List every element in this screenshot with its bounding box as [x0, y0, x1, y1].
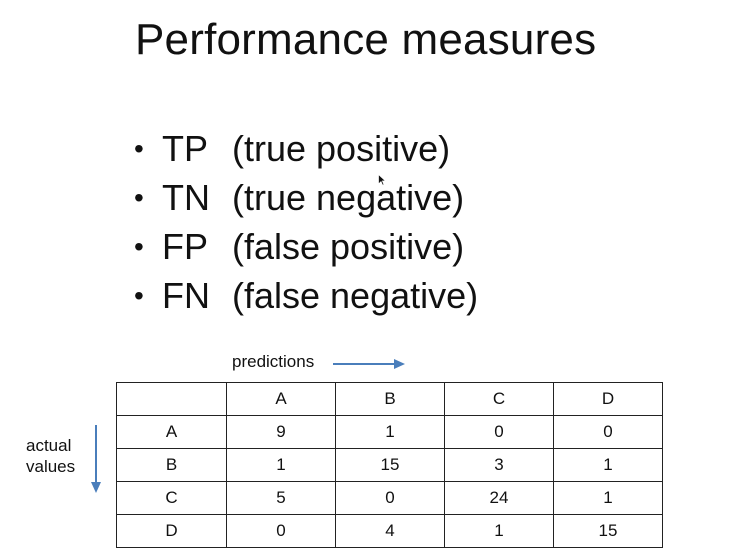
table-cell: 0: [226, 514, 336, 548]
table-cell: 24: [444, 481, 554, 515]
column-header: D: [553, 382, 663, 416]
arrow-down-icon: [91, 425, 101, 493]
bullet-icon: •: [134, 231, 144, 262]
measure-term: FN: [162, 275, 210, 316]
column-header: A: [226, 382, 336, 416]
bullet-icon: •: [134, 133, 144, 164]
predictions-label: predictions: [232, 352, 315, 371]
corner-cell: [116, 382, 227, 416]
measure-description: (true positive): [232, 128, 451, 169]
table-cell: 0: [553, 415, 663, 449]
table-cell: 4: [335, 514, 445, 548]
measure-description: (true negative): [232, 177, 465, 218]
column-header: C: [444, 382, 554, 416]
table-cell: 1: [444, 514, 554, 548]
measure-term: TP: [162, 128, 209, 169]
measure-term: FP: [162, 226, 209, 267]
measure-description: (false positive): [232, 226, 465, 267]
measure-description: (false negative): [232, 275, 479, 316]
table-cell: 1: [553, 481, 663, 515]
table-cell: 15: [553, 514, 663, 548]
list-item: • TN (true negative): [134, 173, 478, 222]
actual-label-line: values: [26, 457, 76, 476]
actual-values-label: actual values: [26, 435, 75, 477]
arrow-right-icon: [333, 359, 405, 369]
list-item: • TP (true positive): [134, 124, 478, 173]
measures-list: • TP (true positive) • TN (true negative…: [134, 124, 478, 320]
table-cell: 9: [226, 415, 336, 449]
table-cell: 0: [335, 481, 445, 515]
table-row: B 1 15 3 1: [116, 448, 663, 482]
table-cell: 5: [226, 481, 336, 515]
table-cell: 15: [335, 448, 445, 482]
row-header: C: [116, 481, 227, 515]
header-row: A B C D: [116, 382, 663, 416]
table-cell: 1: [226, 448, 336, 482]
table-cell: 3: [444, 448, 554, 482]
row-header: B: [116, 448, 227, 482]
table-row: C 5 0 24 1: [116, 481, 663, 515]
table-cell: 1: [335, 415, 445, 449]
bullet-icon: •: [134, 182, 144, 213]
column-header: B: [335, 382, 445, 416]
measure-term: TN: [162, 177, 210, 218]
slide-title: Performance measures: [135, 15, 597, 64]
row-header: A: [116, 415, 227, 449]
mouse-cursor-icon: [378, 174, 386, 186]
list-item: • FP (false positive): [134, 222, 478, 271]
actual-label-line: actual: [26, 436, 72, 455]
list-item: • FN (false negative): [134, 271, 478, 320]
confusion-matrix: A B C D A 9 1 0 0 B 1 15 3 1 C 5 0 24 1 …: [116, 382, 663, 548]
table-row: D 0 4 1 15: [116, 514, 663, 548]
table-cell: 0: [444, 415, 554, 449]
row-header: D: [116, 514, 227, 548]
table-cell: 1: [553, 448, 663, 482]
bullet-icon: •: [134, 280, 144, 311]
table-row: A 9 1 0 0: [116, 415, 663, 449]
